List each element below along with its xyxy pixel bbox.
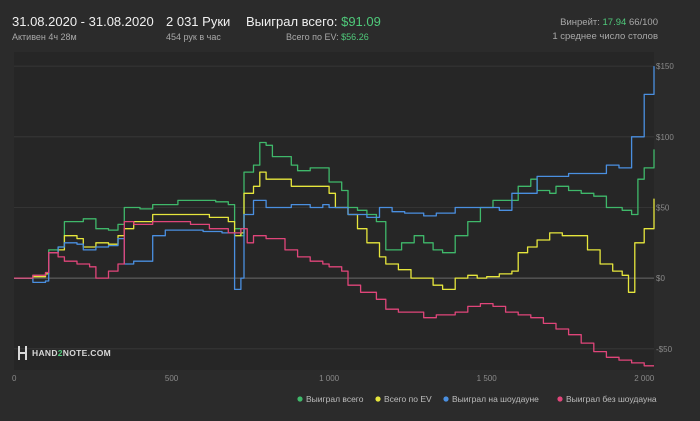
- ev-total-label: Всего по EV:: [286, 32, 339, 42]
- x-tick-label: 500: [165, 374, 179, 383]
- x-tick-label: 1 500: [477, 374, 498, 383]
- active-time: Активен 4ч 28м: [12, 32, 77, 42]
- hands-per-hour: 454 рук в час: [166, 32, 221, 42]
- y-tick-label: $100: [656, 133, 674, 142]
- y-tick-label: $50: [656, 203, 670, 212]
- legend-swatch: [557, 396, 563, 402]
- logo-text: HAND2NOTE.COM: [32, 348, 112, 358]
- y-tick-label: $0: [656, 274, 665, 283]
- x-tick-label: 1 000: [319, 374, 340, 383]
- x-tick-label: 0: [12, 374, 17, 383]
- series-line-2: [14, 66, 655, 291]
- winrate-tail: 66/100: [628, 17, 658, 28]
- date-range: 31.08.2020 - 31.08.2020: [12, 14, 154, 29]
- legend-swatch: [375, 396, 381, 402]
- date-block: 31.08.2020 - 31.08.2020 Активен 4ч 28м: [12, 14, 154, 42]
- winrate-block: Винрейт: 17.94 66/100 1 среднее число ст…: [552, 17, 658, 42]
- legend-swatch: [443, 396, 449, 402]
- winrate-value: 17.94: [602, 17, 627, 28]
- won-total-value: $91.09: [341, 14, 381, 29]
- won-total-label: Выиграл всего:: [246, 14, 338, 29]
- profit-chart: $150 $100 $50 $0 -$50 0 500 1 000 1 500 2 000 Выиг…: [12, 52, 674, 404]
- stats-header: 31.08.2020 - 31.08.2020 Активен 4ч 28м 2…: [0, 0, 700, 52]
- x-tick-label: 2 000: [634, 374, 655, 383]
- plot-background: [14, 52, 654, 370]
- ev-total-value: $56.26: [341, 32, 369, 42]
- winrate-label: Винрейт:: [560, 17, 600, 28]
- legend-label: Всего по EV: [384, 394, 432, 404]
- won-block: Выиграл всего: $91.09 Всего по EV: $56.2…: [246, 14, 381, 42]
- legend-swatch: [297, 396, 303, 402]
- legend-label: Выиграл всего: [306, 394, 364, 404]
- y-tick-label: $150: [656, 62, 674, 71]
- y-tick-label: -$50: [656, 345, 673, 354]
- logo-icon: [18, 346, 27, 360]
- hand2note-logo: HAND2NOTE.COM: [18, 346, 111, 360]
- legend-label: Выиграл на шоудауне: [452, 394, 539, 404]
- legend-label: Выиграл без шоудауна: [566, 394, 657, 404]
- hands-block: 2 031 Руки 454 рук в час: [166, 14, 230, 42]
- chart-area: $150 $100 $50 $0 -$50 0 500 1 000 1 500 2 000 Выиг…: [0, 52, 700, 416]
- series-line-0: [14, 141, 655, 279]
- hands-count: 2 031 Руки: [166, 14, 231, 29]
- series-line-3: [14, 220, 654, 367]
- avg-tables: 1 среднее число столов: [552, 31, 658, 42]
